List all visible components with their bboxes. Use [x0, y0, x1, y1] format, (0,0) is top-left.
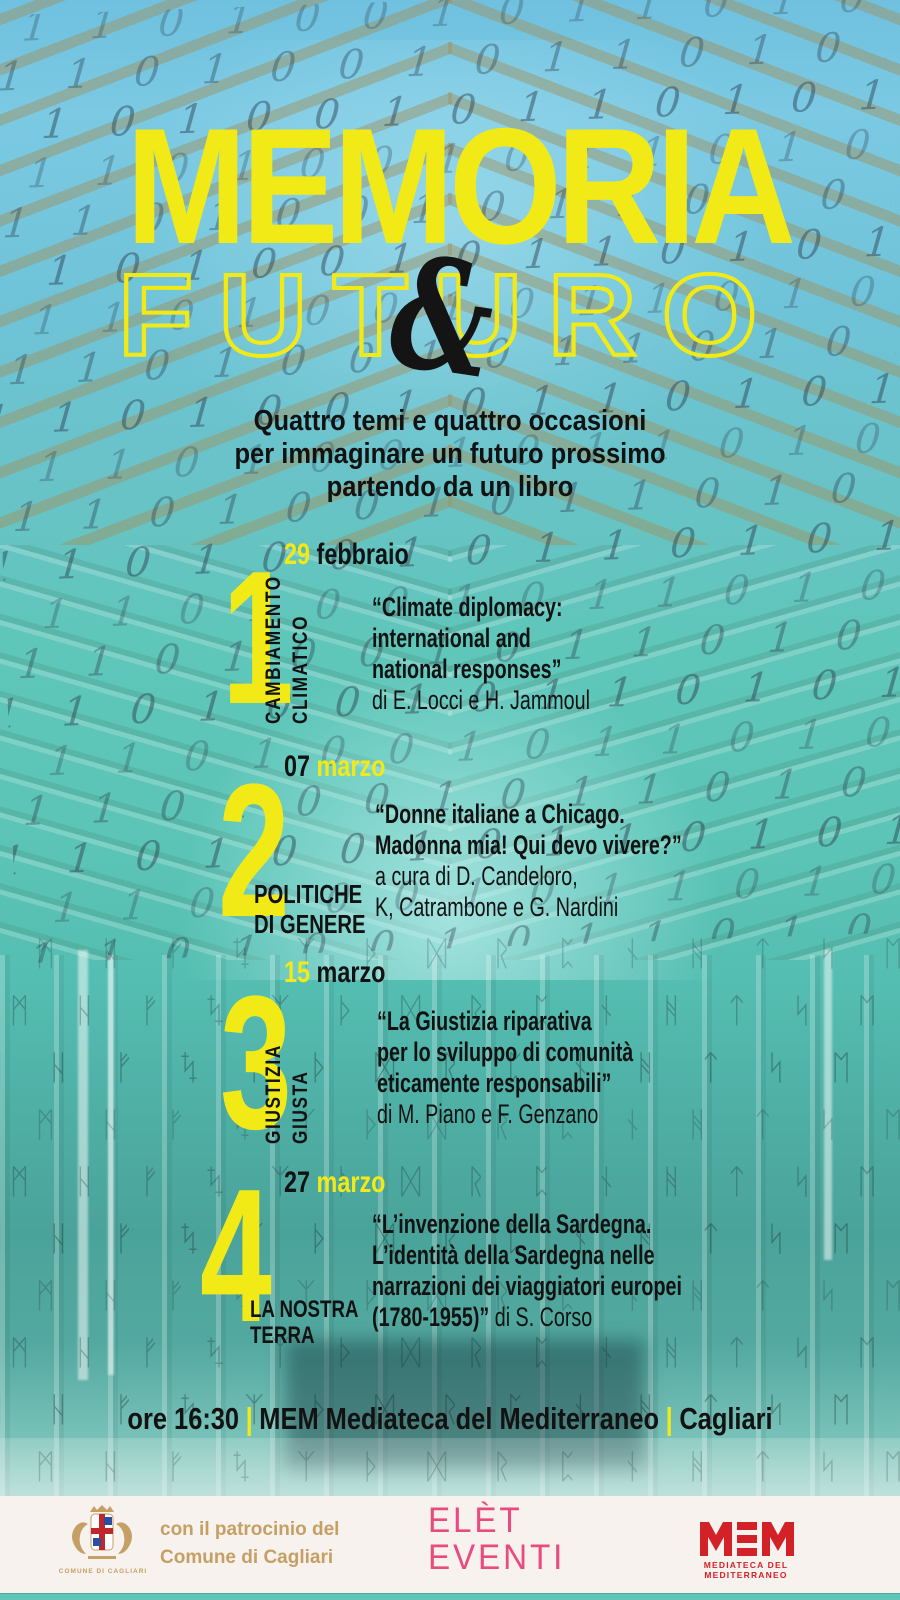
event-3-theme-word: GIUSTA [289, 1070, 312, 1144]
runic-pattern-overlay: ᛒ ᛗ ᚺ ᚠ ᛪ ᛉ ᚦ ᛞ ᚱ ᛈ ᚾ ᚻ ᛏ ᛋ ᛖ ᚲ ᛟ ᛝ ᚹ ᚷ … [0, 934, 900, 1487]
patronage-line: Comune di Cagliari [160, 1547, 334, 1568]
title-memoria: MEMORIA [126, 94, 796, 278]
event-4-last-line: (1780-1955)” di S. Corso [372, 1302, 682, 1333]
event-2-date: 07 marzo [284, 752, 385, 782]
event-1-title-line: “Climate diplomacy: [372, 592, 563, 622]
bottom-teal-strip [0, 1593, 900, 1600]
event-4-description: “L’invenzione della Sardegna. L’identità… [372, 1209, 682, 1333]
event-3-day: 15 [284, 956, 311, 989]
footer-city: Cagliari [679, 1401, 773, 1436]
event-1-title-line: national responses” [372, 654, 562, 684]
sponsor-band: COMUNE DI CAGLIARI con il patrocinio del… [0, 1496, 900, 1593]
roof-apex-glow [140, 620, 760, 980]
event-2-month: marzo [316, 750, 386, 783]
event-2-number: 2 [218, 745, 290, 957]
subtitle-line: partendo da un libro [326, 471, 574, 503]
event-2-theme-word: DI GENERE [254, 909, 366, 939]
footer-info-line: ore 16:30 | MEM Mediateca del Mediterraneo… [127, 1403, 772, 1434]
event-3-month: marzo [316, 956, 386, 989]
hall-columns-texture [0, 955, 900, 1500]
roof-beams-left [0, 0, 452, 545]
event-2-day: 07 [284, 750, 311, 783]
event-3-description: “La Giustizia riparativa per lo sviluppo… [377, 1006, 633, 1130]
white-column [824, 950, 832, 1260]
event-3-number: 3 [220, 957, 292, 1169]
event-4-theme: LA NOSTRA TERRA [250, 1297, 359, 1349]
skylight-glow [100, 40, 800, 500]
elet-eventi-logo: ELÈT EVENTI [428, 1502, 565, 1576]
hall-floor-glow [0, 1438, 900, 1496]
event-3-title-line: per lo sviluppo di comunità [377, 1037, 634, 1067]
event-4-day: 27 [284, 1166, 311, 1199]
footer-time: ore 16:30 [127, 1401, 240, 1436]
event-4-date: 27 marzo [284, 1168, 385, 1198]
comune-di-cagliari-crest-icon [72, 1505, 132, 1559]
event-3-title-line: “La Giustizia riparativa [377, 1006, 592, 1036]
subtitle-line: per immaginare un futuro prossimo [234, 438, 666, 470]
white-column [108, 955, 114, 1375]
patronage-text: con il patrocinio del Comune di Cagliari [160, 1516, 339, 1572]
event-3-date: 15 marzo [284, 958, 385, 988]
patronage-line: con il patrocinio del [160, 1519, 340, 1540]
event-1-theme-word: CLIMATICO [289, 614, 312, 724]
event-1-theme-word: CAMBIAMENTO [262, 575, 285, 724]
elet-logo-line: ELÈT [428, 1501, 523, 1540]
event-3-title-line: eticamente responsabili” [377, 1068, 612, 1098]
event-4-title-tail: (1780-1955)” [372, 1302, 490, 1332]
event-2-theme-word: POLITICHE [254, 879, 363, 909]
event-2-title-line: Madonna mia! Qui devo vivere?” [375, 830, 682, 860]
mem-caption: MEDIATECA DEL MEDITERRANEO [703, 1560, 789, 1580]
title-futuro: FUTURO [116, 250, 783, 380]
separator-bar: | [665, 1401, 673, 1436]
event-4-title-line: “L’invenzione della Sardegna. [372, 1209, 652, 1239]
event-4-theme-word: LA NOSTRA [250, 1296, 359, 1323]
event-1-month: febbraio [316, 538, 409, 571]
event-2-theme: POLITICHE DI GENERE [254, 879, 366, 939]
event-4-title-line: L’identità della Sardegna nelle [372, 1240, 655, 1270]
event-4-theme-word: TERRA [250, 1322, 315, 1349]
event-1-description: “Climate diplomacy: international and na… [372, 592, 590, 716]
event-2-description: “Donne italiane a Chicago. Madonna mia! … [375, 799, 682, 923]
event-2-title-line: “Donne italiane a Chicago. [375, 799, 625, 829]
event-4-authors: di S. Corso [494, 1302, 593, 1332]
event-4-title-line: narrazioni dei viaggiatori europei [372, 1271, 682, 1301]
roof-beams-right [448, 0, 900, 545]
event-1-title-line: international and [372, 623, 531, 653]
event-2-authors: K, Catrambone e G. Nardini [375, 892, 619, 922]
event-2-authors: a cura di D. Candeloro, [375, 861, 578, 891]
white-column [78, 950, 88, 1380]
mem-logo-icon [700, 1522, 794, 1556]
event-1-authors: di E. Locci e H. Jammoul [372, 685, 590, 715]
event-1-number: 1 [222, 532, 294, 744]
event-1-date: 29 febbraio [284, 540, 409, 570]
subtitle-line: Quattro temi e quattro occasioni [253, 405, 647, 437]
event-1-day: 29 [284, 538, 311, 571]
event-4-number: 4 [200, 1150, 272, 1362]
elet-logo-line: EVENTI [428, 1538, 566, 1577]
event-3-authors: di M. Piano e F. Genzano [377, 1099, 599, 1129]
footer-venue: MEM Mediateca del Mediterraneo [259, 1401, 660, 1436]
separator-bar: | [245, 1401, 253, 1436]
event-4-month: marzo [316, 1166, 386, 1199]
subtitle: Quattro temi e quattro occasioni per imm… [54, 405, 846, 504]
event-3-theme-word: GIUSTIZIA [262, 1044, 285, 1144]
title-ampersand: & [385, 218, 500, 415]
crest-caption: COMUNE DI CAGLIARI [58, 1568, 148, 1575]
